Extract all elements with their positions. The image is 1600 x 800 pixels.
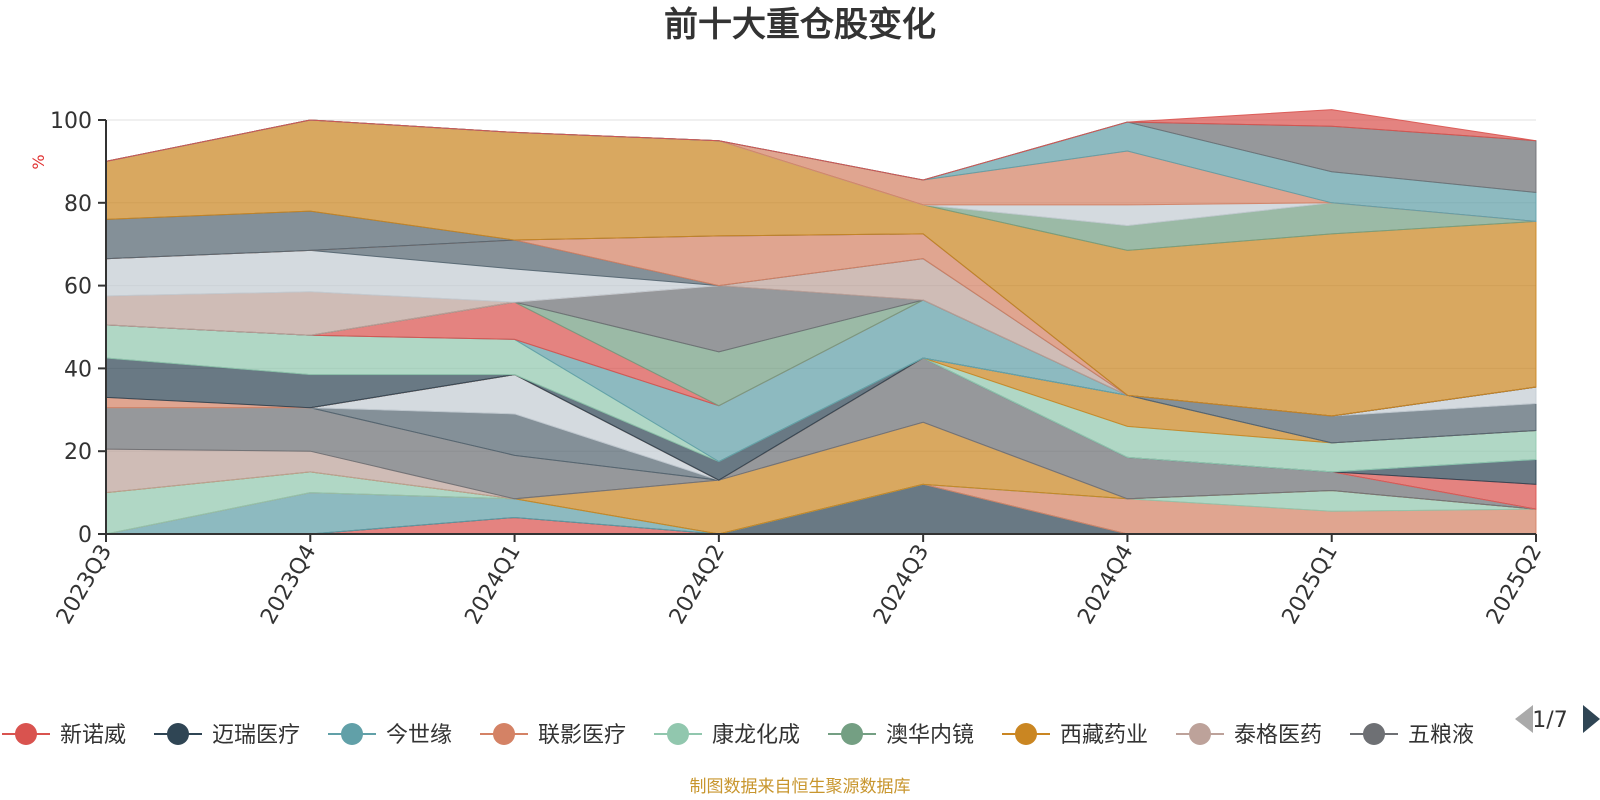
x-tick-label: 2024Q4 [1073, 541, 1138, 629]
legend-label: 西藏药业 [1060, 723, 1148, 748]
data-source-note: 制图数据来自恒生聚源数据库 [690, 777, 911, 797]
legend-marker-icon [841, 723, 863, 745]
legend-label: 联影医疗 [538, 723, 626, 748]
x-tick-label: 2024Q3 [869, 541, 934, 629]
legend-label: 迈瑞医疗 [212, 723, 300, 748]
legend-marker-icon [1189, 723, 1211, 745]
legend-item[interactable]: 康龙化成 [654, 723, 800, 748]
legend-item[interactable]: 泰格医药 [1176, 723, 1322, 748]
legend-item[interactable]: 澳华内镜 [828, 723, 974, 748]
legend-marker-icon [1015, 723, 1037, 745]
x-tick-label: 2024Q1 [460, 541, 525, 629]
legend-label: 新诺威 [60, 723, 126, 748]
legend-marker-icon [1363, 723, 1385, 745]
y-tick-label: 20 [64, 440, 92, 465]
legend-label: 泰格医药 [1234, 723, 1322, 748]
legend-item[interactable]: 今世缘 [328, 723, 452, 748]
legend-prev-page-icon[interactable] [1515, 705, 1533, 733]
area-series[interactable] [105, 109, 1537, 181]
area-series-group [105, 109, 1537, 535]
y-tick-label: 60 [64, 275, 92, 300]
legend-label: 五粮液 [1408, 723, 1474, 748]
legend-label: 澳华内镜 [886, 723, 974, 748]
legend-pager: 1/7 [1515, 705, 1600, 733]
legend-item[interactable]: 五粮液 [1350, 723, 1474, 748]
chart-title: 前十大重仓股变化 [664, 5, 936, 45]
y-tick-label: 80 [64, 192, 92, 217]
legend-page-indicator: 1/7 [1532, 708, 1567, 733]
legend-next-page-icon[interactable] [1583, 705, 1600, 733]
legend-item[interactable]: 迈瑞医疗 [154, 723, 300, 748]
legend-label: 康龙化成 [712, 723, 800, 748]
x-tick-label: 2024Q2 [665, 541, 730, 629]
legend-label: 今世缘 [386, 723, 452, 748]
legend-marker-icon [493, 723, 515, 745]
y-tick-label: 40 [64, 357, 92, 382]
legend-marker-icon [167, 723, 189, 745]
legend-item[interactable]: 联影医疗 [480, 723, 626, 748]
legend-item[interactable]: 西藏药业 [1002, 723, 1148, 748]
legend-marker-icon [15, 723, 37, 745]
legend-marker-icon [667, 723, 689, 745]
legend-item[interactable]: 新诺威 [2, 723, 126, 748]
x-tick-label: 2023Q4 [256, 541, 321, 629]
y-axis-unit-label: % [29, 154, 48, 169]
legend[interactable]: 新诺威 迈瑞医疗 今世缘 联影医疗 康龙化成 澳华内镜 西藏药业 泰格医药 五粮液 [2, 723, 1474, 748]
legend-marker-icon [341, 723, 363, 745]
y-tick-label: 100 [50, 109, 92, 134]
x-tick-label: 2023Q3 [52, 541, 117, 629]
x-tick-label: 2025Q1 [1278, 541, 1343, 629]
y-tick-label: 0 [78, 523, 92, 548]
x-tick-label: 2025Q2 [1482, 541, 1547, 629]
